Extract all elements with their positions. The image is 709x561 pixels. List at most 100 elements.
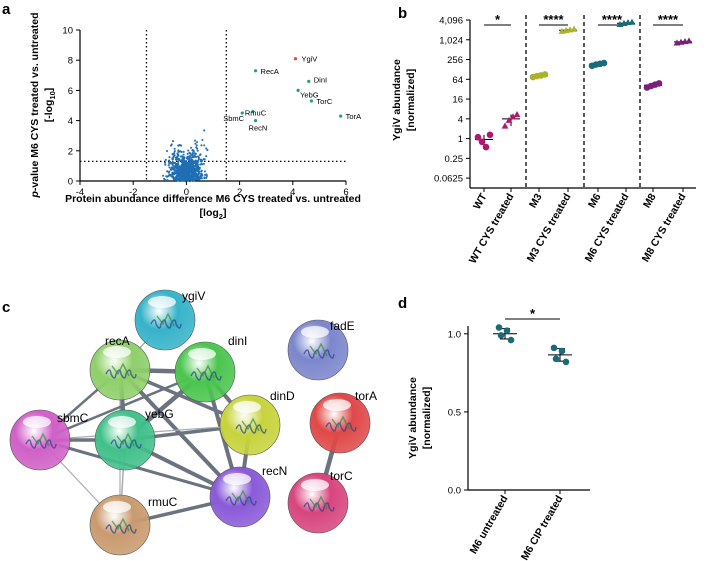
volcano-protein-point <box>189 152 192 155</box>
network-node-highlight <box>223 473 251 485</box>
volcano-protein-point <box>203 170 207 173</box>
volcano-point-label: RmuC <box>245 109 267 118</box>
cip-y-tick-label: 0.0 <box>448 486 461 497</box>
strains-data-point <box>478 138 486 146</box>
volcano-protein-point <box>200 170 203 173</box>
volcano-protein-point <box>203 144 206 147</box>
volcano-protein-point <box>186 157 189 160</box>
volcano-protein-point <box>191 151 194 155</box>
volcano-protein-point <box>182 172 185 175</box>
strains-y-tick-label: 0.0625 <box>434 174 463 185</box>
volcano-y-tick-label: 10 <box>62 26 73 37</box>
strains-data-point <box>628 18 636 25</box>
volcano-protein-point <box>184 164 187 167</box>
volcano-labeled-point <box>309 99 314 103</box>
volcano-protein-point <box>200 176 203 179</box>
volcano-protein-point <box>179 167 182 170</box>
volcano-y-tick-label: 8 <box>68 56 73 67</box>
volcano-protein-point <box>180 150 183 153</box>
volcano-y-tick-label: 2 <box>68 146 73 157</box>
volcano-protein-point <box>171 157 174 160</box>
volcano-ylabel-line1: p-value M6 CYS treated vs. untreated <box>29 13 41 199</box>
volcano-protein-point <box>196 166 199 169</box>
network-node-structure <box>309 495 328 510</box>
volcano-protein-point <box>199 153 202 156</box>
volcano-protein-point <box>193 139 197 142</box>
volcano-protein-point <box>169 144 173 147</box>
volcano-protein-point <box>197 177 201 180</box>
strains-y-tick-label: 256 <box>447 55 463 66</box>
volcano-protein-point <box>182 153 185 156</box>
volcano-protein-point <box>171 140 175 143</box>
cip-data-point <box>507 336 515 344</box>
volcano-protein-point <box>186 152 189 155</box>
volcano-point-label: YgiV <box>301 55 317 64</box>
volcano-labeled-point <box>240 111 244 115</box>
volcano-protein-point <box>186 166 189 169</box>
network-node-label: recN <box>262 464 287 478</box>
volcano-protein-point <box>187 176 190 179</box>
volcano-ylabel-italic: p <box>29 190 41 198</box>
network-node-structure <box>309 342 328 357</box>
network-node-label: fadE <box>330 319 355 333</box>
strains-data-point <box>474 133 482 141</box>
volcano-protein-point <box>167 171 170 174</box>
volcano-ylabel-close: ] <box>43 88 55 92</box>
strains-data-point <box>570 25 578 32</box>
volcano-protein-point <box>183 178 187 181</box>
volcano-protein-point <box>168 166 171 169</box>
cip-ylabel-line1: YgiV abundance <box>407 377 419 459</box>
volcano-protein-point <box>182 150 185 153</box>
cip-y-tick-label: 0.5 <box>448 407 461 418</box>
strains-significance-label: * <box>495 12 501 27</box>
volcano-protein-point <box>177 165 180 168</box>
volcano-protein-point <box>176 157 179 160</box>
network-node-structure <box>31 432 50 447</box>
network-node-label: dinD <box>270 389 295 403</box>
cip-data-point <box>495 324 503 331</box>
volcano-protein-point <box>178 178 181 181</box>
cip-y-tick-label: 1.0 <box>448 329 461 340</box>
network-node-structure <box>105 524 137 534</box>
volcano-point-label: TorA <box>346 112 361 121</box>
strains-y-tick-label: 16 <box>452 95 463 106</box>
volcano-protein-point <box>190 153 193 157</box>
strains-ylabel-line1: YgiV abundance <box>391 59 403 141</box>
volcano-protein-point <box>173 154 176 157</box>
network-node-highlight <box>108 416 136 428</box>
volcano-protein-point <box>179 155 183 158</box>
volcano-protein-point <box>205 173 208 176</box>
strains-category-label: M6 <box>586 191 604 210</box>
strains-y-tick-label: 0.25 <box>445 154 464 165</box>
volcano-protein-point <box>164 158 167 161</box>
volcano-protein-point <box>172 172 175 175</box>
cip-data-point <box>503 327 511 334</box>
volcano-protein-point <box>192 161 195 164</box>
volcano-protein-point <box>182 166 185 169</box>
network-node-label: dinI <box>228 334 247 348</box>
strains-data-point <box>541 71 549 78</box>
volcano-protein-point <box>202 162 205 165</box>
volcano-y-tick-label: 4 <box>68 116 73 127</box>
volcano-ylabel-line2: [-log10] <box>43 88 57 123</box>
volcano-labeled-point <box>339 114 343 118</box>
strains-category-label: M3 <box>527 191 545 210</box>
volcano-protein-point <box>187 169 190 172</box>
volcano-x-tick-label: 6 <box>343 187 348 198</box>
network-node-label: rmuC <box>148 495 178 509</box>
cip-ylabel-line2: [normalized] <box>421 387 433 449</box>
interaction-network: ygiV recA dinI fadE sbmC yebG dinD torA recN torC… <box>9 289 377 556</box>
volcano-protein-point <box>195 160 198 163</box>
strains-y-tick-label: 1 <box>458 134 463 145</box>
volcano-protein-point <box>205 174 208 178</box>
volcano-protein-point <box>173 150 176 153</box>
network-node-highlight <box>23 416 51 428</box>
network-node-label: torC <box>330 469 353 483</box>
strains-data-point <box>486 131 494 139</box>
volcano-point-label: TorC <box>316 97 332 106</box>
cip-data-point <box>552 355 560 363</box>
volcano-protein-point <box>176 167 179 170</box>
volcano-protein-point <box>180 144 183 147</box>
network-node-structure <box>196 364 215 379</box>
